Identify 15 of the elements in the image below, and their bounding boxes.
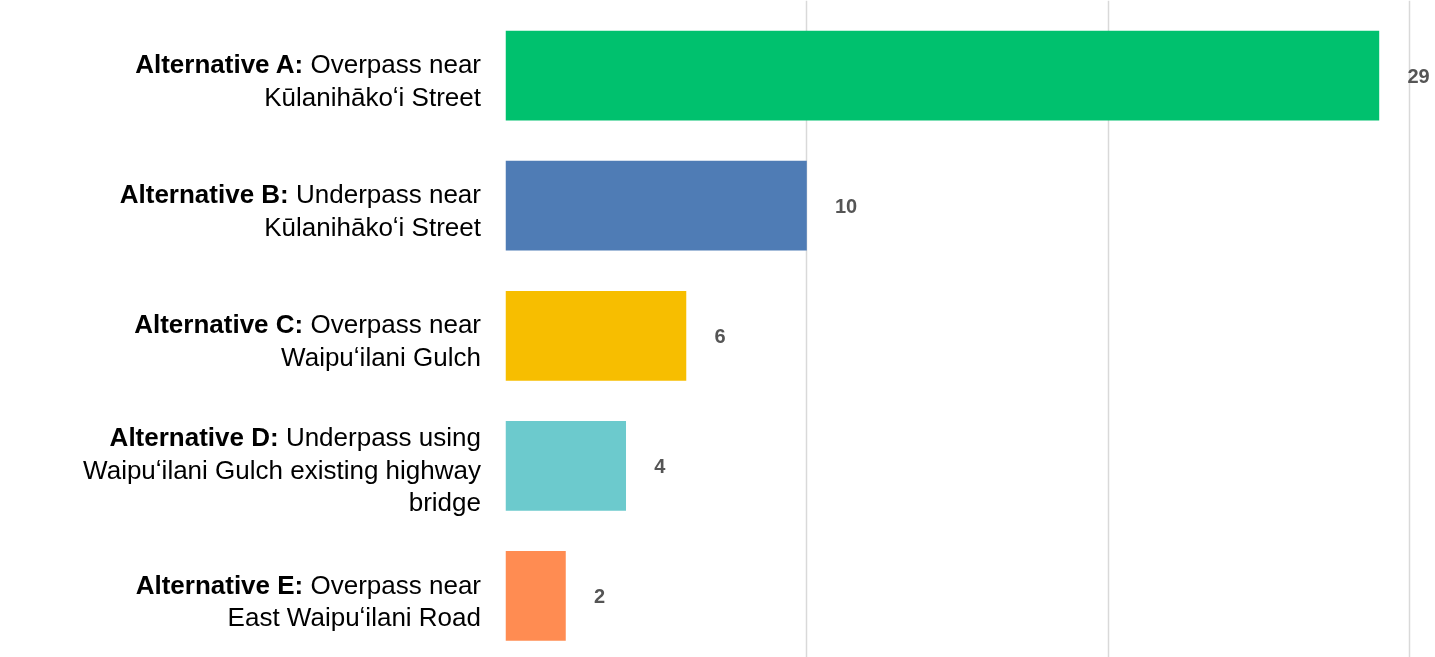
data-label: 10 <box>834 194 858 217</box>
bar <box>505 30 1380 121</box>
bar <box>505 420 627 511</box>
data-label: 4 <box>654 454 667 477</box>
y-tick-label: Alternative D: Underpass using Waipuʻilani Gulch existing highway bridge <box>83 421 481 520</box>
data-label: 2 <box>593 584 606 607</box>
y-tick-label: Alternative A: Overpass near Kūlanihākoʻi Street <box>135 47 481 113</box>
y-tick-label: Alternative C: Overpass near Waipuʻilani Gulch <box>134 307 481 373</box>
data-label: 29 <box>1407 64 1430 87</box>
data-label: 6 <box>714 324 726 347</box>
bar <box>505 290 687 381</box>
bar <box>505 551 566 641</box>
y-tick-label: Alternative B: Underpass near Kūlanihākoʻi Street <box>119 177 481 243</box>
bar <box>505 160 807 251</box>
y-tick-label: Alternative E: Overpass near East Waipuʻilani Road <box>135 568 481 633</box>
